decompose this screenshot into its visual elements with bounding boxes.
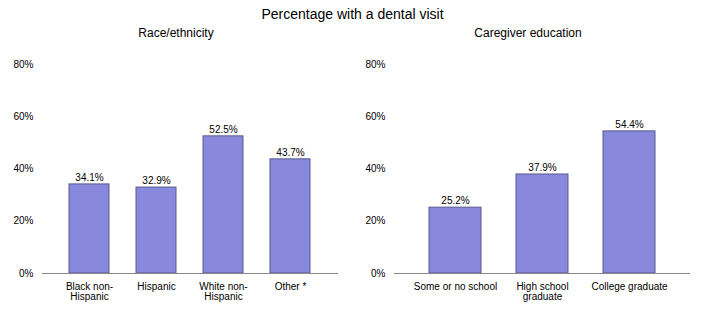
svg-text:80%: 80% <box>13 59 33 70</box>
svg-text:40%: 40% <box>13 163 33 174</box>
svg-text:High schoolgraduate: High schoolgraduate <box>516 281 568 302</box>
svg-text:20%: 20% <box>365 215 385 226</box>
svg-text:37.9%: 37.9% <box>528 162 556 173</box>
svg-text:Hispanic: Hispanic <box>137 281 175 292</box>
svg-text:60%: 60% <box>365 111 385 122</box>
svg-text:Some or no school: Some or no school <box>414 281 497 292</box>
html-text:Caregiver education: Caregiver education <box>474 26 582 40</box>
svg-text:34.1%: 34.1% <box>75 172 103 183</box>
svg-text:52.5%: 52.5% <box>209 124 237 135</box>
svg-text:43.7%: 43.7% <box>276 147 304 158</box>
svg-text:College graduate: College graduate <box>591 281 668 292</box>
svg-text:Black non-Hispanic: Black non-Hispanic <box>66 281 113 302</box>
svg-text:Other *: Other * <box>275 281 307 292</box>
svg-text:80%: 80% <box>365 59 385 70</box>
html-text:Percentage with a dental visit: Percentage with a dental visit <box>261 6 444 22</box>
svg-text:40%: 40% <box>365 163 385 174</box>
svg-text:25.2%: 25.2% <box>441 195 469 206</box>
svg-text:0%: 0% <box>371 268 386 279</box>
svg-text:32.9%: 32.9% <box>142 175 170 186</box>
html-text:Race/ethnicity: Race/ethnicity <box>138 26 214 40</box>
svg-text:0%: 0% <box>19 268 34 279</box>
svg-text:54.4%: 54.4% <box>615 119 643 130</box>
svg-text:White non-Hispanic: White non-Hispanic <box>199 281 247 302</box>
svg-text:20%: 20% <box>13 215 33 226</box>
svg-text:60%: 60% <box>13 111 33 122</box>
